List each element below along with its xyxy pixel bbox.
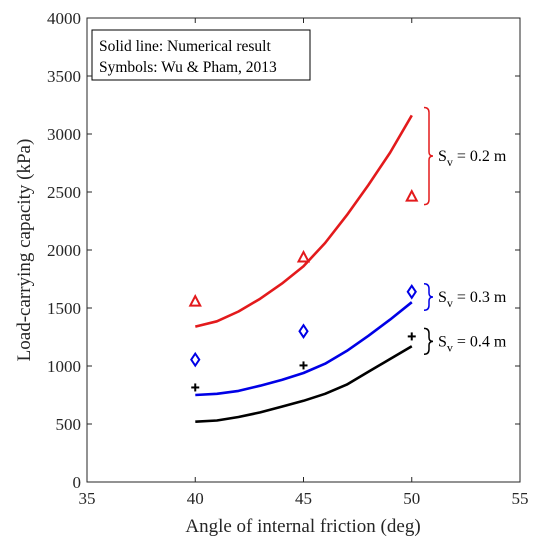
data-point-triangle <box>188 293 202 307</box>
series-line-2 <box>195 345 413 423</box>
x-tick-label: 55 <box>512 489 529 508</box>
legend-box <box>91 29 311 81</box>
series-annotations: Sv = 0.2 mSv = 0.3 mSv = 0.4 m <box>423 106 507 356</box>
legend-line-1: Solid line: Numerical result <box>99 38 271 55</box>
data-point-diamond <box>298 323 309 340</box>
annotation-subscript: v <box>447 155 453 169</box>
annotation-main: S <box>438 148 447 165</box>
y-tick-label: 3500 <box>47 67 81 86</box>
y-tick-label: 500 <box>56 415 82 434</box>
series-line-1 <box>195 301 413 397</box>
annotation-subscript: v <box>447 296 453 310</box>
annotation-value: = 0.3 m <box>453 289 507 306</box>
legend-line-2: Symbols: Wu & Pham, 2013 <box>99 59 277 76</box>
x-axis-title: Angle of internal friction (deg) <box>185 516 420 537</box>
y-axis-title: Load-carrying capacity (kPa) <box>14 139 35 362</box>
x-tick-label: 40 <box>187 489 204 508</box>
y-tick-label: 0 <box>73 473 82 492</box>
annotation-main: S <box>438 333 447 350</box>
y-tick-label: 3000 <box>47 125 81 144</box>
data-point-triangle <box>405 188 419 202</box>
data-point-triangle <box>296 249 311 263</box>
data-point-plus <box>299 361 308 370</box>
annotation-subscript: v <box>447 340 453 354</box>
ticks-layer: 35 40 45 50 55 0 500 1000 1500 2000 2500 3000 3500 40… <box>47 9 529 508</box>
series-annotation-2: Sv = 0.4 m <box>438 333 507 354</box>
series-bracket-0 <box>423 106 434 206</box>
series-bracket-1 <box>423 283 434 311</box>
y-tick-label: 1000 <box>47 357 81 376</box>
legend: Solid line: Numerical result Symbols: Wu… <box>91 29 311 81</box>
data-point-diamond <box>406 283 417 300</box>
series-annotation-0: Sv = 0.2 m <box>438 148 507 169</box>
series-symbols <box>188 188 419 392</box>
annotation-main: S <box>438 289 447 306</box>
y-tick-label: 2500 <box>47 183 81 202</box>
series-annotation-1: Sv = 0.3 m <box>438 289 507 310</box>
x-tick-label: 50 <box>403 489 420 508</box>
y-tick-label: 4000 <box>47 9 81 28</box>
y-tick-label: 2000 <box>47 241 81 260</box>
data-point-plus <box>407 332 416 341</box>
series-line-0 <box>194 114 413 328</box>
annotation-value: = 0.4 m <box>453 333 507 350</box>
x-tick-label: 45 <box>295 489 312 508</box>
series-bracket-2 <box>423 327 434 356</box>
y-tick-label: 1500 <box>47 299 81 318</box>
x-tick-label: 35 <box>79 489 96 508</box>
data-point-plus <box>191 383 200 392</box>
series-lines <box>194 114 413 423</box>
data-point-diamond <box>190 351 201 368</box>
annotation-value: = 0.2 m <box>453 148 507 165</box>
